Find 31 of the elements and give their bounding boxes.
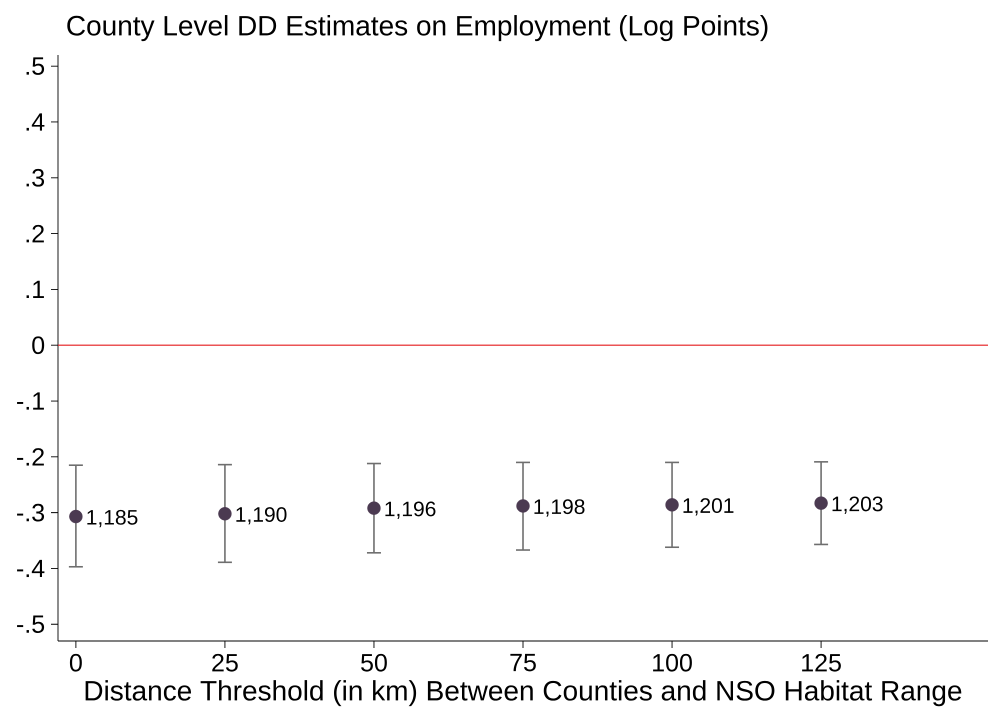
y-tick-label: -.1 bbox=[17, 392, 44, 410]
annotation: 1,198 bbox=[534, 499, 585, 517]
point bbox=[665, 498, 679, 512]
y-tick-label: 0 bbox=[32, 336, 44, 354]
y-tick-label: -.5 bbox=[17, 616, 44, 633]
point bbox=[367, 501, 381, 515]
y-tick-label: -.2 bbox=[17, 448, 44, 466]
point bbox=[814, 496, 828, 510]
annotation: 1,190 bbox=[236, 507, 287, 524]
y-tick-label: .2 bbox=[26, 224, 44, 242]
y-tick-label: .1 bbox=[26, 280, 44, 298]
annotation: 1,185 bbox=[87, 510, 138, 528]
y-tick-label: .5 bbox=[26, 57, 44, 75]
point bbox=[218, 507, 232, 520]
x-tick-label: 0 bbox=[70, 654, 82, 672]
annotation: 1,201 bbox=[684, 498, 734, 516]
point bbox=[69, 510, 83, 524]
y-tick-label: -.3 bbox=[17, 504, 44, 522]
point bbox=[516, 499, 530, 513]
annotation: 1,203 bbox=[832, 496, 883, 514]
x-tick-label: 75 bbox=[510, 654, 536, 672]
y-tick-label: -.4 bbox=[17, 560, 44, 578]
x-tick-label: 100 bbox=[653, 654, 692, 672]
y-tick-label: .4 bbox=[26, 113, 44, 131]
chart-title: County Level DD Estimates on Employment (Log Points) bbox=[67, 15, 768, 42]
x-tick-label: 25 bbox=[212, 654, 238, 672]
x-tick-label: 50 bbox=[361, 654, 387, 672]
annotation: 1,196 bbox=[385, 502, 436, 519]
x-axis-title: Distance Threshold (in km) Between Counties and NSO Habitat Range bbox=[86, 680, 962, 706]
y-tick-label: .3 bbox=[26, 168, 44, 187]
x-tick-label: 125 bbox=[802, 654, 841, 672]
